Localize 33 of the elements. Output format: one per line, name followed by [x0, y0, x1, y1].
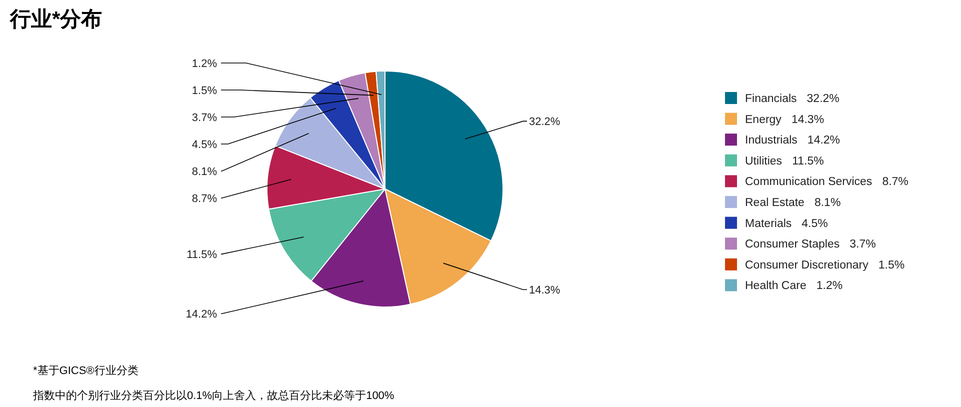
text: 1.5% [878, 259, 905, 272]
data-label: 32.2% [529, 116, 560, 128]
legend-label: Materials [745, 218, 792, 230]
legend-label: Industrials [745, 134, 798, 147]
data-label: 3.7% [192, 112, 218, 124]
text: 3.7% [850, 238, 876, 251]
legend-label: Health Care [745, 280, 806, 292]
data-label: 11.5% [186, 249, 218, 262]
data-label: 14.2% [186, 308, 218, 321]
legend-label: Real Estate [745, 197, 804, 209]
text: 指数中的个别行业分类百分比以0.1%向上舍入，故总百分比未必等于100% [32, 389, 394, 402]
legend-label: Utilities [745, 155, 782, 168]
data-label: 14.3% [529, 284, 560, 297]
text: 32.2% [806, 93, 840, 105]
text: *基于GICS®行业分类 [33, 364, 138, 377]
text: 11.5% [792, 155, 824, 168]
data-label: 8.7% [192, 193, 218, 205]
text: 1.2% [816, 280, 843, 292]
data-label: 1.2% [192, 58, 218, 70]
legend-label: Communication Services [745, 176, 872, 188]
legend-label: Consumer Discretionary [745, 259, 869, 272]
text: 4.5% [802, 218, 828, 230]
legend-label: Consumer Staples [745, 238, 840, 251]
legend-label: Energy [745, 114, 782, 126]
chart-title: 行业*分布 [9, 8, 102, 31]
data-label: 4.5% [192, 139, 218, 151]
text: 8.7% [882, 176, 908, 188]
data-label: 1.5% [192, 85, 218, 97]
text: 14.2% [807, 134, 840, 147]
text: 14.3% [791, 114, 824, 126]
legend-label: Financials [745, 93, 798, 105]
data-label: 8.1% [192, 166, 218, 178]
text: 8.1% [814, 197, 841, 209]
